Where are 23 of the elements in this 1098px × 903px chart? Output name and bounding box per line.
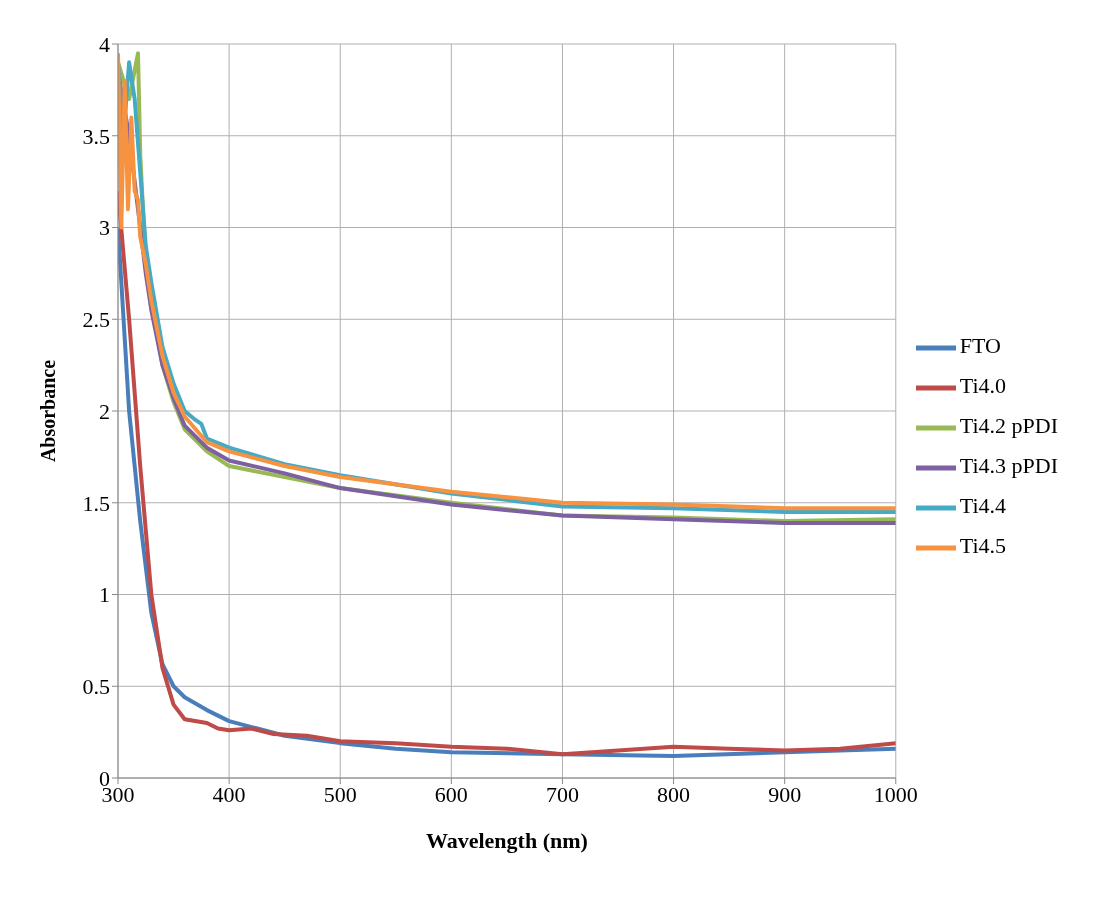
legend-label: FTO xyxy=(959,333,1001,359)
y-tick-label: 2 xyxy=(99,398,110,424)
y-tick-label: 1.5 xyxy=(82,490,110,516)
x-tick-label: 600 xyxy=(434,781,468,807)
y-tick-label: 4 xyxy=(99,31,110,57)
x-tick-label: 500 xyxy=(323,781,357,807)
y-tick-label: 1 xyxy=(99,582,110,608)
y-tick-label: 2.5 xyxy=(82,307,110,333)
legend-label: Ti4.4 xyxy=(959,493,1007,519)
x-axis-title: Wavelength (nm) xyxy=(425,828,588,853)
legend-label: Ti4.0 xyxy=(959,373,1007,399)
legend-label: Ti4.5 xyxy=(959,533,1007,559)
legend-label: Ti4.3 pPDI xyxy=(959,453,1058,479)
y-tick-label: 0.5 xyxy=(82,674,110,700)
y-tick-label: 3.5 xyxy=(82,123,110,149)
y-axis-title: Absorbance xyxy=(37,359,60,463)
x-tick-label: 400 xyxy=(212,781,246,807)
x-tick-label: 700 xyxy=(545,781,579,807)
legend-label: Ti4.2 pPDI xyxy=(959,413,1058,439)
x-tick-label: 1000 xyxy=(873,781,918,807)
y-tick-label: 3 xyxy=(99,215,110,241)
x-tick-label: 900 xyxy=(768,781,802,807)
x-tick-label: 800 xyxy=(657,781,691,807)
